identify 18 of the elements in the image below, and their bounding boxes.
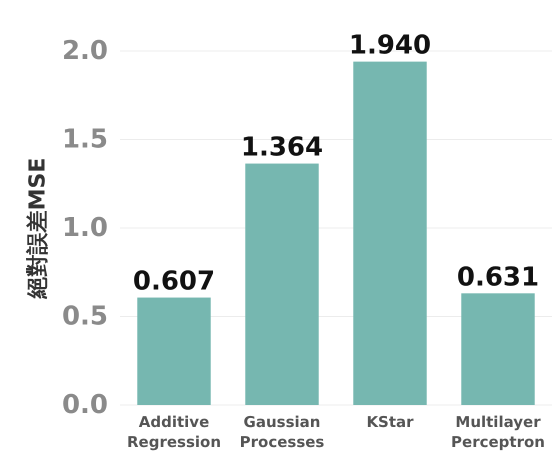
y-tick-label: 0.5 bbox=[62, 302, 108, 332]
bar bbox=[353, 62, 427, 405]
bar bbox=[461, 293, 535, 405]
bar bbox=[245, 164, 319, 405]
bar bbox=[137, 298, 211, 405]
y-tick-label: 2.0 bbox=[62, 36, 108, 66]
x-tick-label: Additive Regression bbox=[126, 413, 222, 451]
y-tick-label: 1.0 bbox=[62, 213, 108, 243]
y-tick-label: 0.0 bbox=[62, 390, 108, 420]
data-label: 0.607 bbox=[132, 266, 216, 297]
x-tick-label: Gaussian Processes bbox=[240, 413, 324, 451]
data-label: 1.364 bbox=[240, 132, 324, 163]
data-label: 0.631 bbox=[456, 262, 540, 292]
y-axis-title: 絕對誤差MSE bbox=[26, 158, 50, 300]
y-tick-label: 1.5 bbox=[62, 124, 108, 154]
data-label: 1.940 bbox=[348, 30, 432, 61]
x-tick-label: KStar bbox=[366, 413, 414, 431]
x-tick-label: Multilayer Perceptron bbox=[451, 413, 545, 451]
